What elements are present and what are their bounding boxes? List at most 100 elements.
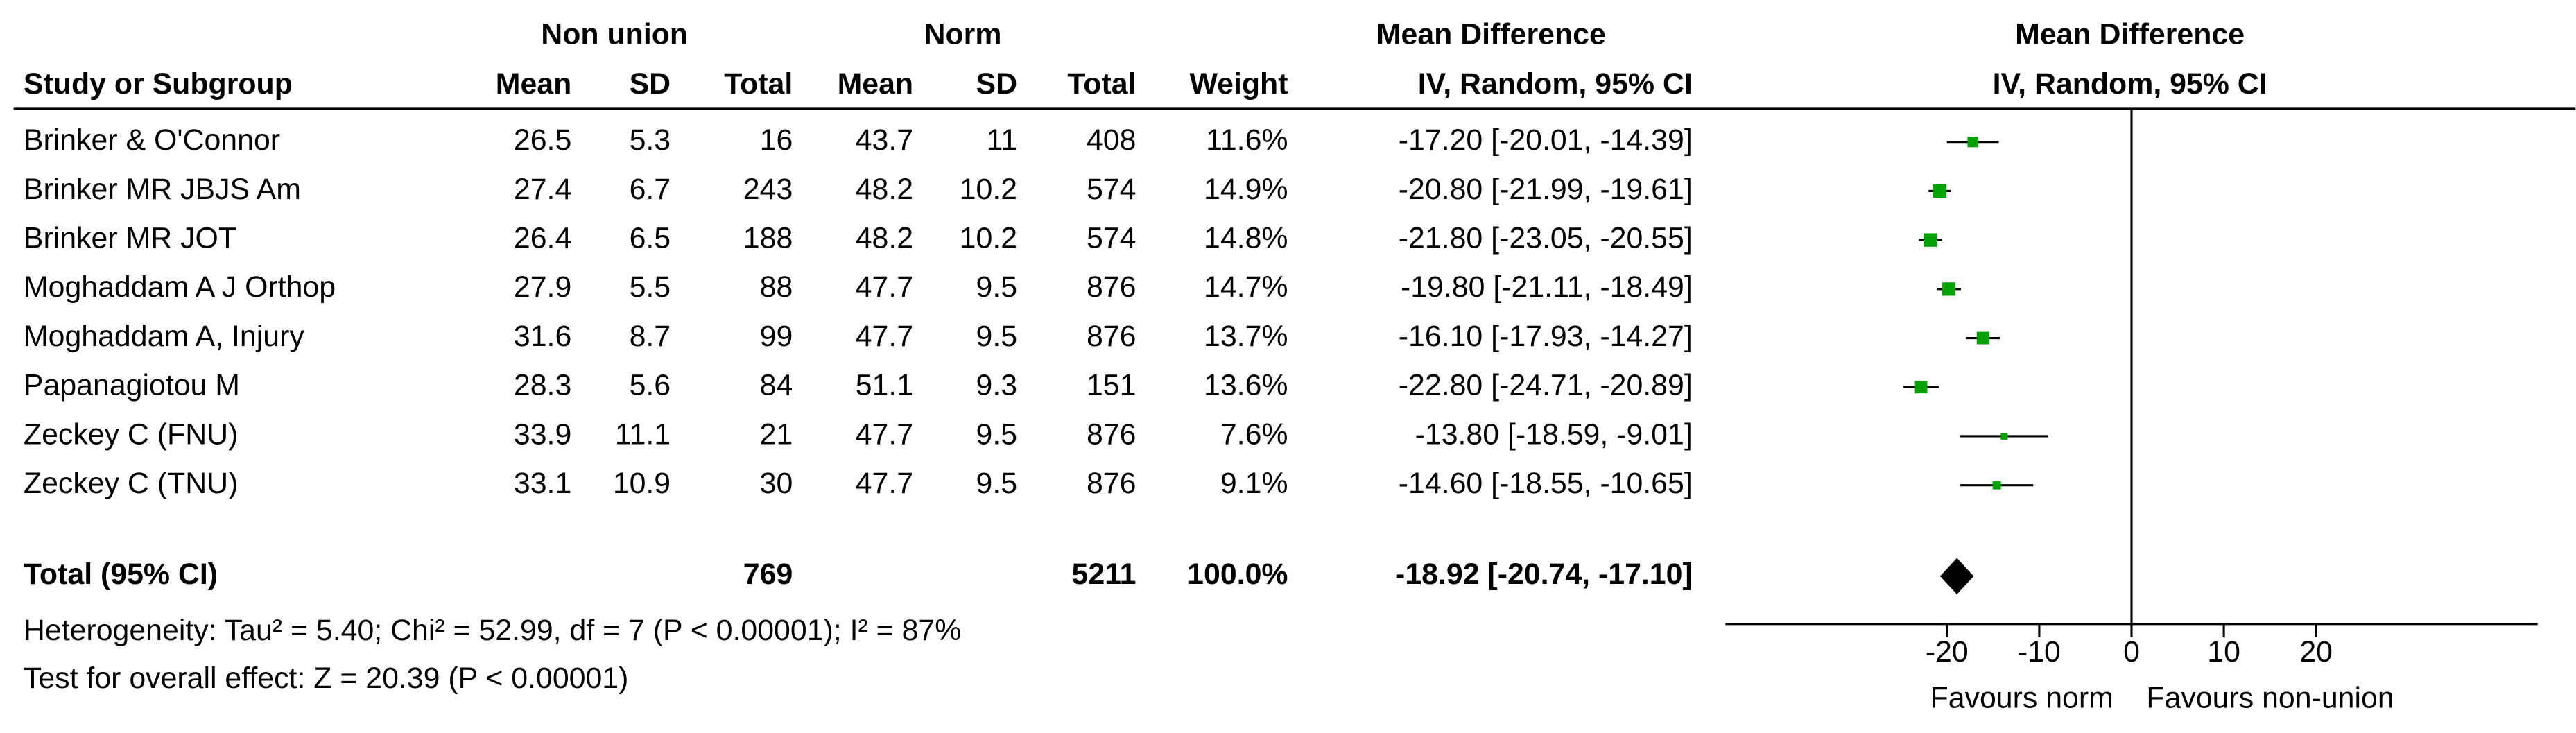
point-estimate bbox=[1967, 137, 1978, 148]
cell: 27.9 bbox=[514, 270, 571, 304]
cell: -16.10 [-17.93, -14.27] bbox=[1399, 320, 1693, 353]
column-header: Mean bbox=[496, 67, 572, 101]
cell: 84 bbox=[760, 369, 793, 402]
cell: 43.7 bbox=[856, 123, 913, 157]
group-header: Mean Difference bbox=[2015, 18, 2245, 51]
column-header: Total bbox=[1067, 67, 1136, 101]
group-header: Norm bbox=[924, 18, 1002, 51]
cell: 5.5 bbox=[630, 270, 671, 304]
study-name: Zeckey C (FNU) bbox=[24, 417, 238, 451]
cell: -14.60 [-18.55, -10.65] bbox=[1399, 467, 1693, 500]
study-name: Brinker & O'Connor bbox=[24, 123, 280, 157]
cell: 11.6% bbox=[1206, 123, 1288, 157]
favours-right: Favours non-union bbox=[2146, 682, 2394, 715]
point-estimate bbox=[1933, 184, 1946, 198]
cell: 99 bbox=[760, 320, 793, 353]
cell: 8.7 bbox=[630, 320, 671, 353]
cell: 151 bbox=[1087, 369, 1136, 402]
cell: 27.4 bbox=[514, 173, 571, 206]
total-cell: -18.92 [-20.74, -17.10] bbox=[1395, 558, 1693, 591]
cell: 13.7% bbox=[1204, 320, 1288, 353]
cell: 6.7 bbox=[630, 173, 671, 206]
group-header: Non union bbox=[541, 18, 688, 51]
study-name: Moghaddam A, Injury bbox=[24, 320, 304, 353]
cell: 26.5 bbox=[514, 123, 571, 157]
column-header: IV, Random, 95% CI bbox=[1993, 67, 2267, 101]
cell: 9.5 bbox=[976, 467, 1018, 500]
cell: 47.7 bbox=[856, 417, 913, 451]
cell: 574 bbox=[1087, 221, 1136, 255]
point-estimate bbox=[2000, 432, 2008, 440]
cell: -17.20 [-20.01, -14.39] bbox=[1399, 123, 1693, 157]
cell: 10.9 bbox=[613, 467, 671, 500]
cell: 47.7 bbox=[856, 467, 913, 500]
study-name: Brinker MR JBJS Am bbox=[24, 173, 301, 206]
cell: 5.6 bbox=[630, 369, 671, 402]
cell: 408 bbox=[1087, 123, 1136, 157]
cell: 9.5 bbox=[976, 417, 1018, 451]
cell: 47.7 bbox=[856, 320, 913, 353]
cell: 9.1% bbox=[1220, 467, 1288, 500]
column-header: Total bbox=[724, 67, 793, 101]
cell: 21 bbox=[760, 417, 793, 451]
total-name: Total (95% CI) bbox=[24, 558, 218, 591]
cell: 26.4 bbox=[514, 221, 571, 255]
favours-left: Favours norm bbox=[1930, 682, 2113, 715]
point-estimate bbox=[1992, 481, 2001, 490]
x-tick-label: 0 bbox=[2123, 635, 2140, 669]
point-estimate bbox=[1914, 381, 1928, 394]
study-name: Brinker MR JOT bbox=[24, 221, 236, 255]
study-name: Zeckey C (TNU) bbox=[24, 467, 238, 500]
cell: 14.7% bbox=[1204, 270, 1288, 304]
cell: 33.9 bbox=[514, 417, 571, 451]
column-header: Weight bbox=[1189, 67, 1288, 101]
total-cell: 100.0% bbox=[1187, 558, 1288, 591]
cell: 10.2 bbox=[960, 173, 1017, 206]
group-header: Mean Difference bbox=[1376, 18, 1606, 51]
cell: 5.3 bbox=[630, 123, 671, 157]
overall-effect: Test for overall effect: Z = 20.39 (P < … bbox=[24, 662, 628, 695]
cell: 574 bbox=[1087, 173, 1136, 206]
cell: 48.2 bbox=[856, 173, 913, 206]
cell: -19.80 [-21.11, -18.49] bbox=[1401, 270, 1693, 304]
cell: 31.6 bbox=[514, 320, 571, 353]
study-name: Papanagiotou M bbox=[24, 369, 240, 402]
cell: 9.3 bbox=[976, 369, 1018, 402]
column-header: IV, Random, 95% CI bbox=[1418, 67, 1693, 101]
column-header: Mean bbox=[838, 67, 914, 101]
cell: 48.2 bbox=[856, 221, 913, 255]
cell: 7.6% bbox=[1220, 417, 1288, 451]
cell: 88 bbox=[760, 270, 793, 304]
summary-diamond bbox=[1939, 558, 1974, 595]
cell: 10.2 bbox=[960, 221, 1017, 255]
cell: 876 bbox=[1087, 467, 1136, 500]
point-estimate bbox=[1924, 233, 1937, 247]
cell: 51.1 bbox=[856, 369, 913, 402]
cell: 11.1 bbox=[615, 417, 671, 451]
x-tick-label: -10 bbox=[2018, 635, 2061, 669]
cell: 876 bbox=[1087, 270, 1136, 304]
point-estimate bbox=[1942, 282, 1956, 296]
x-tick-label: 20 bbox=[2299, 635, 2333, 669]
cell: 6.5 bbox=[630, 221, 671, 255]
cell: 11 bbox=[987, 123, 1017, 157]
study-name: Moghaddam A J Orthop bbox=[24, 270, 336, 304]
column-header: SD bbox=[976, 67, 1018, 101]
x-tick-label: -20 bbox=[1926, 635, 1969, 669]
cell: -13.80 [-18.59, -9.01] bbox=[1415, 417, 1693, 451]
total-cell: 5211 bbox=[1072, 558, 1136, 591]
cell: 876 bbox=[1087, 320, 1136, 353]
column-header: Study or Subgroup bbox=[24, 67, 293, 101]
column-header: SD bbox=[630, 67, 671, 101]
cell: 188 bbox=[743, 221, 793, 255]
cell: -21.80 [-23.05, -20.55] bbox=[1399, 221, 1693, 255]
total-cell: 769 bbox=[743, 558, 793, 591]
cell: 33.1 bbox=[514, 467, 571, 500]
cell: 30 bbox=[760, 467, 793, 500]
cell: 876 bbox=[1087, 417, 1136, 451]
cell: 28.3 bbox=[514, 369, 571, 402]
cell: 243 bbox=[743, 173, 793, 206]
x-tick-label: 10 bbox=[2207, 635, 2240, 669]
